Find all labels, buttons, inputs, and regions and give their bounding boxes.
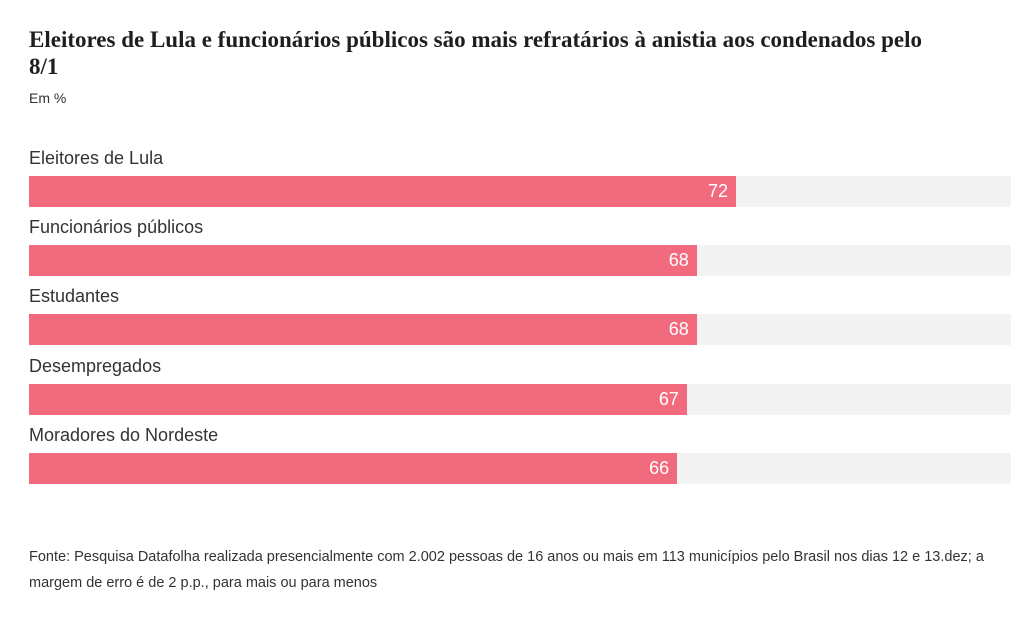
bar-value-label: 72 xyxy=(708,181,729,201)
source-note: Fonte: Pesquisa Datafolha realizada pres… xyxy=(29,549,984,591)
category-label: Desempregados xyxy=(29,355,162,376)
category-label: Moradores do Nordeste xyxy=(29,424,219,445)
chart-title: Eleitores de Lula e funcionários público… xyxy=(29,27,923,79)
bar xyxy=(29,245,697,277)
chart-subtitle: Em % xyxy=(29,90,67,106)
bar-track: 72 xyxy=(29,176,1011,207)
bar xyxy=(29,383,687,415)
bar xyxy=(29,314,697,346)
bar-chart: Eleitores de Lula 72 Funcionários públicos… xyxy=(29,148,1011,484)
category-label: Estudantes xyxy=(29,286,120,307)
bar-track: 68 xyxy=(29,245,1011,277)
bar-value-label: 68 xyxy=(668,250,689,271)
bar-value-label: 68 xyxy=(668,319,689,340)
category-label: Funcionários públicos xyxy=(29,217,204,238)
bar-value-label: 66 xyxy=(649,457,670,478)
bar-track: 66 xyxy=(29,452,1011,484)
bar xyxy=(29,176,737,207)
category-label: Eleitores de Lula xyxy=(29,148,164,168)
bar-value-label: 67 xyxy=(658,388,679,409)
bar-track: 68 xyxy=(29,314,1011,346)
bar-track: 67 xyxy=(29,383,1011,415)
bar xyxy=(29,452,678,484)
